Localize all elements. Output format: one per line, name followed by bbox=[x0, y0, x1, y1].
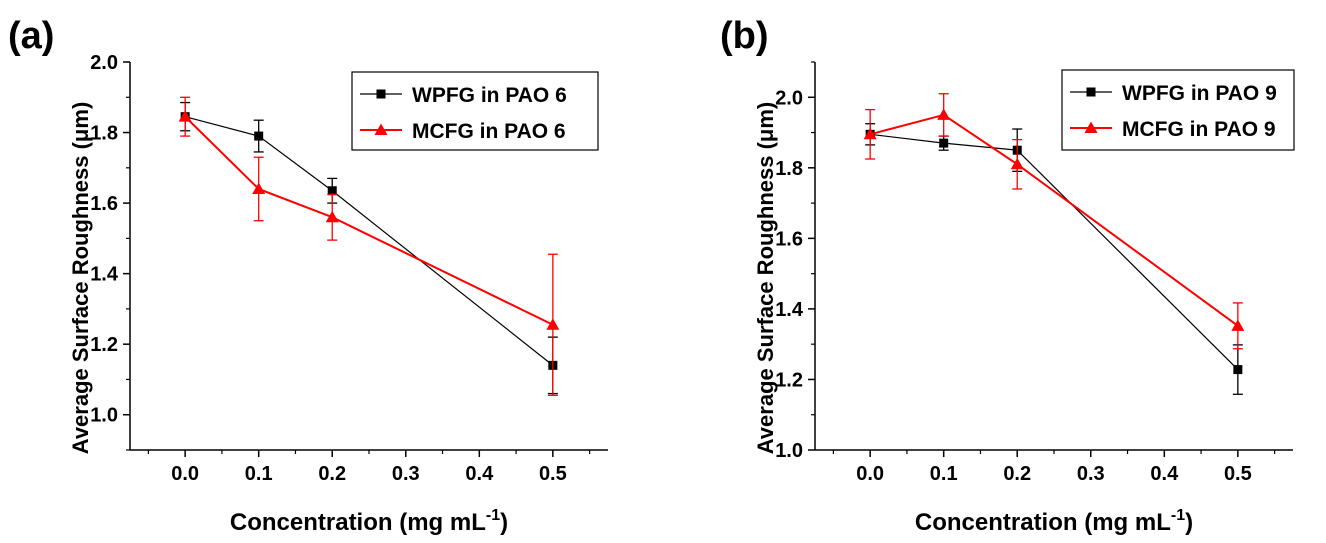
legend-box bbox=[1061, 69, 1295, 151]
legend: WPFG in PAO 9 MCFG in PAO 9 bbox=[1061, 69, 1295, 151]
y-axis-label: Average Surface Roughness (μm) bbox=[753, 102, 778, 455]
x-tick-label: 0.5 bbox=[1224, 463, 1252, 485]
legend-box bbox=[351, 71, 599, 151]
data-point bbox=[254, 131, 264, 141]
legend: WPFG in PAO 6 MCFG in PAO 6 bbox=[351, 71, 599, 151]
y-tick-label: 1.4 bbox=[90, 264, 119, 286]
data-point bbox=[1233, 365, 1243, 375]
x-tick-label: 0.2 bbox=[1003, 463, 1031, 485]
y-tick-label: 1.0 bbox=[90, 405, 118, 427]
legend-marker bbox=[374, 123, 388, 135]
y-tick-label: 2.0 bbox=[775, 87, 803, 109]
series-line bbox=[869, 113, 1239, 327]
x-axis-label-end: ) bbox=[500, 509, 508, 536]
y-tick-label: 2.0 bbox=[90, 52, 118, 74]
x-axis-label-text: Concentration (mg mL bbox=[915, 509, 1171, 536]
x-axis-label-superscript: -1 bbox=[486, 507, 500, 524]
x-tick-label: 0.5 bbox=[539, 463, 567, 485]
data-point bbox=[178, 110, 192, 122]
x-axis-label-superscript: -1 bbox=[1171, 507, 1185, 524]
panel-label: (b) bbox=[720, 15, 769, 57]
legend-label: MCFG in PAO 6 bbox=[412, 120, 566, 143]
legend-label: MCFG in PAO 9 bbox=[1122, 118, 1276, 141]
y-tick-label: 1.0 bbox=[775, 440, 803, 462]
x-tick-label: 0.3 bbox=[1077, 463, 1105, 485]
data-point bbox=[937, 108, 951, 120]
x-axis-label-text: Concentration (mg mL bbox=[230, 509, 486, 536]
panel-a: (a) 0.0 0.1 0.2 0.3 0.4 0.5 1.0 1.2 1.4 1.6 1.8 2.0 C… bbox=[8, 15, 608, 536]
panel-b: (b) 0.0 0.1 0.2 0.3 0.4 0.5 1.0 1.2 1.4 1.6 1.8 2.0 C… bbox=[720, 15, 1295, 536]
data-point bbox=[1010, 157, 1024, 170]
data-point bbox=[863, 127, 877, 140]
series-mcfg bbox=[178, 96, 560, 396]
legend-label: WPFG in PAO 9 bbox=[1122, 82, 1277, 105]
y-axis-label: Average Surface Roughness (μm) bbox=[68, 102, 93, 455]
data-point bbox=[325, 210, 339, 223]
x-tick-label: 0.1 bbox=[930, 463, 958, 485]
x-tick-label: 0.4 bbox=[1150, 463, 1179, 485]
data-point bbox=[939, 138, 949, 148]
y-tick-label: 1.2 bbox=[775, 369, 803, 391]
data-point bbox=[327, 186, 337, 196]
x-tick-label: 0.4 bbox=[465, 463, 494, 485]
series-line bbox=[870, 133, 1239, 371]
legend-marker bbox=[1086, 87, 1096, 97]
series-line bbox=[184, 115, 554, 326]
legend-marker bbox=[376, 89, 386, 99]
series-wpfg bbox=[865, 123, 1243, 395]
x-axis-label: Concentration (mg mL-1) bbox=[915, 507, 1193, 536]
x-tick-label: 0.2 bbox=[318, 463, 346, 485]
series-mcfg bbox=[863, 93, 1245, 350]
y-tick-label: 1.8 bbox=[90, 123, 118, 145]
x-tick-label: 0.0 bbox=[856, 463, 884, 485]
y-tick-label: 1.4 bbox=[775, 299, 804, 321]
data-point bbox=[1231, 319, 1245, 331]
y-tick-label: 1.2 bbox=[90, 334, 118, 356]
y-tick-label: 1.6 bbox=[90, 193, 118, 215]
y-tick-label: 1.8 bbox=[775, 158, 803, 180]
x-tick-label: 0.1 bbox=[245, 463, 273, 485]
x-axis-label-end: ) bbox=[1185, 509, 1193, 536]
y-tick-label: 1.6 bbox=[775, 228, 803, 250]
data-point bbox=[252, 182, 266, 194]
x-tick-label: 0.0 bbox=[171, 463, 199, 485]
x-tick-label: 0.3 bbox=[392, 463, 420, 485]
legend-marker bbox=[1084, 121, 1098, 133]
data-point bbox=[546, 318, 560, 330]
legend-label: WPFG in PAO 6 bbox=[412, 84, 567, 107]
series-line bbox=[185, 116, 554, 366]
x-axis-label: Concentration (mg mL-1) bbox=[230, 507, 508, 536]
panel-label: (a) bbox=[8, 15, 54, 57]
